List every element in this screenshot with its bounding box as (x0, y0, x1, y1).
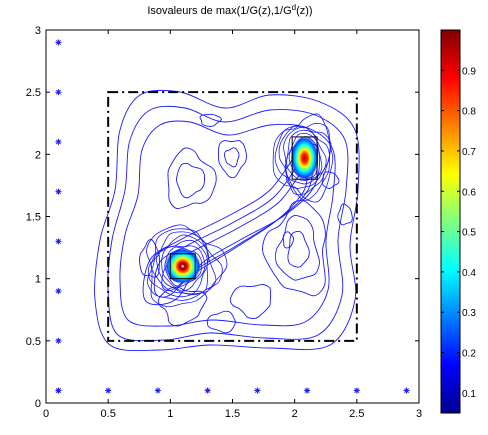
y-tick-label-3: 1.5 (26, 212, 41, 224)
marker-bottom-7 (403, 387, 410, 394)
contour-outer-0 (94, 89, 360, 352)
colorbar-gradient (440, 29, 461, 414)
colorbar-ticks: 0.1 0.2 0.3 0.4 0.5 0.6 0.7 0.8 0.9 (441, 66, 476, 400)
x-tick-label-6: 3 (416, 408, 422, 420)
x-tick-label-5: 2.5 (349, 408, 364, 420)
contour-bump-8 (158, 286, 208, 327)
y-tick-label-6: 3 (35, 25, 41, 37)
cb-tick-label-2: 0.3 (462, 308, 476, 319)
contour-lines (94, 89, 360, 352)
title-end: (z)) (296, 5, 313, 17)
cb-tick-label-6: 0.7 (462, 147, 476, 158)
y-tick-label-2: 1 (35, 274, 41, 286)
x-tick-label-2: 1 (167, 408, 173, 420)
title: Isovaleurs de max(1/G(z),1/Gd(z)) (147, 3, 312, 17)
x-tick-label-3: 1.5 (225, 408, 240, 420)
peak-box-1 (291, 136, 318, 180)
y-tick-label-4: 2 (35, 149, 41, 161)
peaks-layer (164, 136, 319, 285)
peak-heat-1 (290, 136, 319, 181)
marker-left-4 (55, 188, 62, 195)
cb-tick-label-1: 0.2 (462, 349, 476, 360)
svg-text:Isovaleurs de max(1/G(z),1/Gd(: Isovaleurs de max(1/G(z),1/Gd(z)) (147, 3, 312, 17)
contour-bump-10 (206, 310, 236, 334)
plot-area: 0 0.5 1 1.5 2 2.5 3 0 0.5 1 1.5 2 2.5 3 (26, 25, 422, 420)
marker-left-1 (55, 337, 62, 344)
dashed-square (107, 91, 358, 342)
contour-bump-12 (337, 203, 353, 226)
x-axis: 0 0.5 1 1.5 2 2.5 3 (43, 30, 422, 420)
y-tick-label-0: 0 (35, 398, 41, 410)
contour-peak-1-6 (278, 125, 332, 196)
contour-bump-7 (282, 231, 294, 249)
contour-peak-0-8 (146, 224, 228, 308)
marker-left-5 (55, 138, 62, 145)
contour-bump-14 (199, 113, 222, 127)
marker-left-7 (55, 39, 62, 46)
contour-bump-3 (223, 147, 240, 168)
marker-bottom-1 (105, 387, 112, 394)
cb-tick-label-3: 0.4 (462, 268, 476, 279)
contour-bump-4 (262, 200, 326, 297)
marker-bottom-4 (254, 387, 261, 394)
title-main: Isovaleurs de max(1/G(z),1/G (147, 5, 291, 17)
contour-peak-1-8 (272, 113, 334, 203)
marker-left-3 (55, 238, 62, 245)
marker-bottom-5 (304, 387, 311, 394)
marker-bottom-0 (55, 387, 62, 394)
marker-bottom-2 (154, 387, 161, 394)
x-tick-label-4: 2 (292, 408, 298, 420)
cb-tick-label-8: 0.9 (462, 66, 476, 77)
contour-outer-1 (107, 105, 349, 342)
contour-bump-9 (229, 284, 272, 319)
marker-bottom-6 (353, 387, 360, 394)
cb-tick-label-4: 0.5 (462, 228, 476, 239)
contour-bump-0 (167, 147, 217, 209)
x-tick-label-1: 0.5 (101, 408, 116, 420)
sample-markers (55, 39, 410, 394)
colorbar: 0.1 0.2 0.3 0.4 0.5 0.6 0.7 0.8 0.9 (440, 29, 476, 414)
contour-bump-5 (275, 214, 320, 281)
cb-tick-label-5: 0.6 (462, 187, 476, 198)
cb-tick-label-0: 0.1 (462, 389, 476, 400)
peak-box-0 (169, 253, 196, 280)
y-tick-label-1: 0.5 (26, 336, 41, 348)
marker-left-6 (55, 89, 62, 96)
title-superscript: d (292, 3, 296, 12)
contour-outer-2 (119, 120, 336, 327)
contour-peak-0-4 (156, 239, 208, 295)
marker-bottom-3 (204, 387, 211, 394)
contour-bump-1 (176, 162, 206, 199)
cb-tick-label-7: 0.8 (462, 107, 476, 118)
contour-peak-0-3 (161, 245, 206, 292)
marker-left-2 (55, 288, 62, 295)
contour-bump-11 (139, 239, 160, 278)
x-tick-label-0: 0 (43, 408, 49, 420)
contour-peak-1-7 (274, 122, 331, 202)
contour-bump-2 (217, 140, 247, 179)
contour-peak-0-7 (146, 228, 223, 301)
contour-bump-13 (321, 171, 340, 189)
peak-heat-0 (164, 248, 201, 285)
y-axis: 0 0.5 1 1.5 2 2.5 3 (26, 25, 419, 410)
contour-peak-1-5 (283, 126, 330, 189)
y-tick-label-5: 2.5 (26, 87, 41, 99)
contour-bump-6 (287, 230, 310, 268)
plot-frame (45, 29, 420, 404)
